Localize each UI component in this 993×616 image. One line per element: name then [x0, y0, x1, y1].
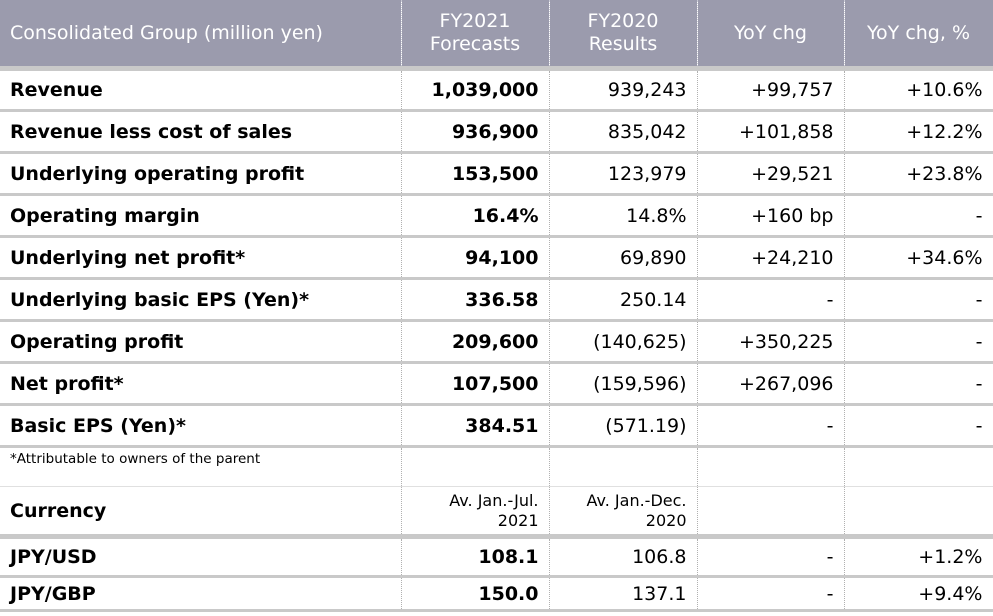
header-results: FY2020 Results: [549, 0, 698, 69]
table-row: Underlying operating profit 153,500 123,…: [0, 152, 993, 195]
empty-cell: [549, 446, 698, 487]
table-row: Net profit* 107,500 (159,596) +267,096 -: [0, 362, 993, 405]
forecast-value: 336.58: [401, 278, 550, 321]
currency-row: JPY/GBP 150.0 137.1 - +9.4%: [0, 576, 993, 611]
yoy-value: +24,210: [697, 236, 845, 279]
header-yoy-change-pct: YoY chg, %: [844, 0, 993, 69]
header-results-year: FY2020: [587, 10, 659, 32]
yoy-pct-value: +12.2%: [844, 110, 993, 153]
yoy-value: +99,757: [697, 68, 845, 111]
yoy-pct-value: -: [844, 404, 993, 447]
row-label: Underlying operating profit: [0, 152, 402, 195]
currency-forecast-period-line2: 2021: [497, 510, 539, 530]
result-value: 250.14: [549, 278, 698, 321]
empty-cell: [401, 446, 550, 487]
table-row: Operating profit 209,600 (140,625) +350,…: [0, 320, 993, 363]
yoy-value: -: [697, 404, 845, 447]
yoy-pct-value: -: [844, 320, 993, 363]
yoy-pct-value: -: [844, 194, 993, 237]
currency-result-period: Av. Jan.-Dec. 2020: [549, 486, 698, 537]
forecast-value: 936,900: [401, 110, 550, 153]
forecast-value: 153,500: [401, 152, 550, 195]
result-value: 137.1: [549, 576, 698, 611]
result-value: 835,042: [549, 110, 698, 153]
table-row: Operating margin 16.4% 14.8% +160 bp -: [0, 194, 993, 237]
currency-pair-label: JPY/USD: [0, 536, 402, 577]
forecast-value: 107,500: [401, 362, 550, 405]
table-row: Underlying net profit* 94,100 69,890 +24…: [0, 236, 993, 279]
empty-cell: [697, 486, 845, 537]
row-label: Revenue: [0, 68, 402, 111]
result-value: 123,979: [549, 152, 698, 195]
forecast-value: 108.1: [401, 536, 550, 577]
currency-result-period-line2: 2020: [645, 510, 687, 530]
currency-forecast-period: Av. Jan.-Jul. 2021: [401, 486, 550, 537]
currency-header-row: Currency Av. Jan.-Jul. 2021 Av. Jan.-Dec…: [0, 486, 993, 537]
yoy-value: -: [697, 576, 845, 611]
forecast-value: 150.0: [401, 576, 550, 611]
result-value: 939,243: [549, 68, 698, 111]
row-label: Revenue less cost of sales: [0, 110, 402, 153]
header-forecasts-year: FY2021: [439, 10, 511, 32]
result-value: (159,596): [549, 362, 698, 405]
table-row: Revenue 1,039,000 939,243 +99,757 +10.6%: [0, 68, 993, 111]
currency-pair-label: JPY/GBP: [0, 576, 402, 611]
header-forecasts-label: Forecasts: [429, 33, 521, 55]
yoy-pct-value: +1.2%: [844, 536, 993, 577]
header-forecasts: FY2021 Forecasts: [401, 0, 550, 69]
forecast-value: 16.4%: [401, 194, 550, 237]
row-label: Net profit*: [0, 362, 402, 405]
yoy-value: +160 bp: [697, 194, 845, 237]
empty-cell: [844, 486, 993, 537]
yoy-pct-value: +34.6%: [844, 236, 993, 279]
yoy-value: +267,096: [697, 362, 845, 405]
yoy-value: -: [697, 278, 845, 321]
result-value: 106.8: [549, 536, 698, 577]
table-row: Basic EPS (Yen)* 384.51 (571.19) - -: [0, 404, 993, 447]
currency-label: Currency: [0, 486, 402, 537]
forecast-value: 384.51: [401, 404, 550, 447]
table-row: Revenue less cost of sales 936,900 835,0…: [0, 110, 993, 153]
header-yoy-change: YoY chg: [697, 0, 845, 69]
empty-cell: [697, 446, 845, 487]
currency-result-period-line1: Av. Jan.-Dec.: [586, 490, 687, 510]
currency-forecast-period-line1: Av. Jan.-Jul.: [449, 490, 539, 510]
yoy-pct-value: +9.4%: [844, 576, 993, 611]
row-label: Operating margin: [0, 194, 402, 237]
result-value: 69,890: [549, 236, 698, 279]
footnote-row: *Attributable to owners of the parent: [0, 446, 993, 487]
forecast-value: 1,039,000: [401, 68, 550, 111]
yoy-value: +350,225: [697, 320, 845, 363]
yoy-value: +29,521: [697, 152, 845, 195]
row-label: Underlying net profit*: [0, 236, 402, 279]
forecast-value: 94,100: [401, 236, 550, 279]
header-group-label: Consolidated Group (million yen): [0, 0, 402, 69]
result-value: 14.8%: [549, 194, 698, 237]
row-label: Basic EPS (Yen)*: [0, 404, 402, 447]
row-label: Operating profit: [0, 320, 402, 363]
row-label: Underlying basic EPS (Yen)*: [0, 278, 402, 321]
yoy-pct-value: -: [844, 278, 993, 321]
currency-row: JPY/USD 108.1 106.8 - +1.2%: [0, 536, 993, 577]
result-value: (140,625): [549, 320, 698, 363]
yoy-value: -: [697, 536, 845, 577]
yoy-pct-value: +10.6%: [844, 68, 993, 111]
table-header-row: Consolidated Group (million yen) FY2021 …: [0, 0, 993, 69]
forecast-value: 209,600: [401, 320, 550, 363]
yoy-pct-value: +23.8%: [844, 152, 993, 195]
result-value: (571.19): [549, 404, 698, 447]
footnote-text: *Attributable to owners of the parent: [0, 446, 402, 487]
yoy-pct-value: -: [844, 362, 993, 405]
empty-cell: [844, 446, 993, 487]
yoy-value: +101,858: [697, 110, 845, 153]
header-results-label: Results: [588, 33, 658, 55]
table-row: Underlying basic EPS (Yen)* 336.58 250.1…: [0, 278, 993, 321]
